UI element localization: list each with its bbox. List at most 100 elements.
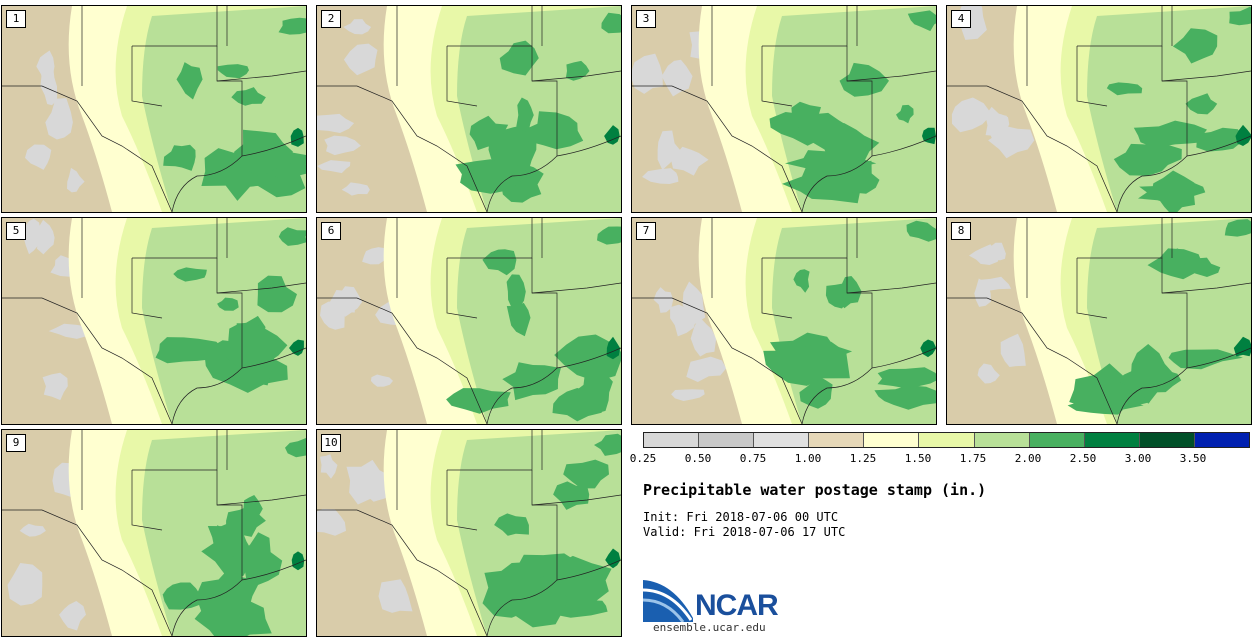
init-time: Init: Fri 2018-07-06 00 UTC [643, 510, 839, 524]
precipitable-water-map [632, 6, 936, 212]
pw-moist-area [597, 226, 621, 245]
state-boundary [216, 470, 243, 580]
state-boundary [556, 135, 621, 157]
state-boundary [2, 85, 173, 212]
pw-moist-area [494, 513, 529, 536]
dry-terrain-area [343, 43, 378, 76]
dry-terrain-area [59, 601, 86, 631]
dry-terrain-area [317, 508, 346, 536]
colorbar-bin [644, 433, 700, 447]
pw-moist-area [207, 522, 244, 557]
precipitable-water-map [632, 218, 936, 424]
ensemble-member-panel: 3 [631, 5, 937, 213]
pw-moist-area [1133, 120, 1208, 148]
state-boundary [171, 579, 243, 636]
state-boundary [846, 46, 873, 156]
dry-terrain-area [317, 113, 355, 133]
pw-moist-area [907, 10, 936, 32]
ensemble-member-panel: 6 [316, 217, 622, 425]
pw-very-moist-area [290, 127, 304, 147]
pw-moist-area [217, 297, 239, 311]
pw-moist-area [469, 115, 511, 151]
valid-time: Valid: Fri 2018-07-06 17 UTC [643, 525, 846, 539]
state-boundary [632, 85, 803, 212]
member-number-label: 6 [321, 222, 341, 240]
pw-moist-area [257, 275, 297, 313]
dry-terrain-area [370, 374, 393, 387]
pw-moist-area [1195, 127, 1250, 152]
state-boundary [531, 46, 558, 156]
pw-moist-area [601, 12, 621, 34]
dry-terrain-area [951, 97, 992, 133]
dry-terrain-area [317, 160, 351, 174]
pw-moist-area [874, 385, 936, 410]
pw-moist-area [278, 17, 306, 35]
dry-terrain-area [642, 168, 679, 184]
dry-terrain-area [25, 144, 52, 170]
member-number-label: 2 [321, 10, 341, 28]
pw-moist-area [1172, 28, 1218, 64]
pw-moist-area [1106, 82, 1143, 96]
precipitable-water-map [317, 430, 621, 636]
dry-terrain-area [346, 459, 384, 505]
pw-moist-area [793, 269, 810, 293]
dry-terrain-area [362, 247, 390, 265]
dry-terrain-area [653, 287, 674, 313]
pw-moist-area [1069, 363, 1152, 409]
pw-moist-area [1113, 143, 1182, 176]
precipitable-water-map [2, 430, 306, 636]
pw-moist-area [482, 249, 517, 276]
colorbar-tick-label: 2.50 [1069, 452, 1097, 465]
pw-band-high [142, 218, 306, 424]
colorbar-bin [974, 433, 1030, 447]
ensemble-member-panel: 8 [946, 217, 1252, 425]
pw-moist-area [502, 362, 561, 401]
precipitable-water-map [317, 218, 621, 424]
pw-very-moist-area [922, 127, 936, 145]
state-boundary [486, 579, 558, 636]
pw-very-moist-area [1233, 336, 1251, 357]
pw-moist-area [563, 459, 609, 489]
precipitable-water-map [2, 218, 306, 424]
colorbar-bin [754, 433, 810, 447]
pw-very-moist-area [606, 336, 621, 360]
pw-moist-area [1151, 170, 1195, 212]
dry-terrain-area [324, 135, 361, 156]
dry-terrain-area [19, 523, 46, 537]
dry-terrain-area [378, 579, 413, 613]
state-boundary [761, 258, 793, 319]
dry-terrain-area [42, 372, 68, 401]
state-boundary [317, 297, 488, 424]
colorbar-tick-label: 0.50 [684, 452, 712, 465]
state-boundary [632, 297, 803, 424]
pw-moist-area [521, 111, 584, 150]
pw-moist-area [155, 337, 224, 364]
pw-very-moist-area [605, 548, 621, 569]
dry-terrain-area [343, 19, 372, 35]
state-boundary [531, 470, 558, 580]
state-boundary [1161, 46, 1188, 156]
dry-terrain-area [36, 219, 55, 255]
member-number-label: 1 [6, 10, 26, 28]
pw-moist-area [499, 573, 569, 628]
pw-very-moist-area [604, 125, 620, 145]
pw-moist-area [226, 323, 288, 367]
dry-terrain-area [320, 454, 338, 479]
state-boundary [131, 258, 163, 319]
member-number-label: 7 [636, 222, 656, 240]
pw-moist-area [455, 159, 531, 194]
dry-terrain-area [40, 62, 58, 106]
state-boundary [216, 494, 306, 506]
dry-terrain-area [657, 130, 681, 170]
member-number-label: 4 [951, 10, 971, 28]
pw-moist-area [506, 302, 531, 337]
dry-terrain-area [974, 278, 991, 307]
colorbar-bin [809, 433, 865, 447]
colorbar [643, 432, 1250, 448]
colorbar-tick-label: 0.75 [739, 452, 767, 465]
chart-title: Precipitable water postage stamp (in.) [643, 481, 987, 499]
ensemble-member-panel: 1 [1, 5, 307, 213]
state-boundary [446, 46, 478, 107]
state-boundary [216, 70, 306, 82]
pw-moist-area [243, 495, 263, 526]
